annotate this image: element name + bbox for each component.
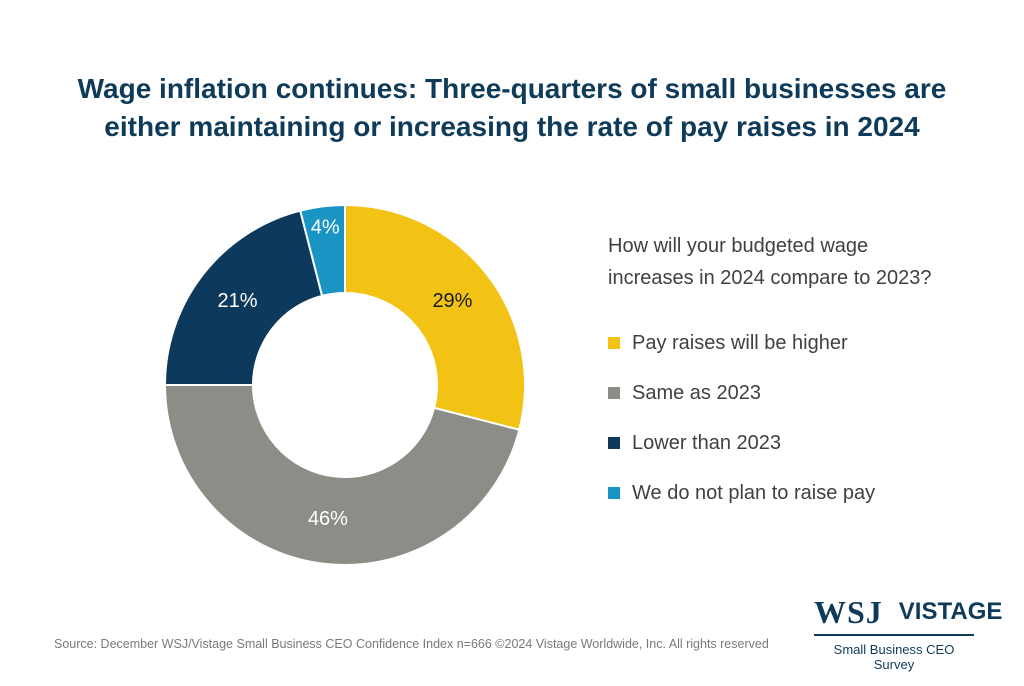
legend-label: Pay raises will be higher [632,331,848,354]
donut-chart: 29% 46% 21% 4% [163,203,526,566]
chart-legend: How will your budgeted wage increases in… [608,230,1008,518]
legend-swatch [608,387,620,399]
slice-we-do-not-plan-to-raise-pay [299,203,346,298]
legend-item-we-do-not-plan-to-raise-pay: We do not plan to raise pay [608,468,1008,518]
chart-title-line-1: Wage inflation continues: Three-quarters… [77,73,947,104]
chart-title-line-2: either maintaining or increasing the rat… [104,111,920,142]
legend-label: Same as 2023 [632,381,761,404]
slice-label-same-as-2023: 46% [308,508,348,530]
survey-question: How will your budgeted wage increases in… [608,230,1008,294]
legend-swatch [608,487,620,499]
slice-label-pay-raises-will-be-higher: 29% [432,290,472,312]
legend-label: We do not plan to raise pay [632,481,876,504]
logo-wsj-text: WSJ [814,593,883,630]
legend-item-pay-raises-will-be-higher: Pay raises will be higher [608,318,1008,368]
legend-item-lower-than-2023: Lower than 2023 [608,418,1008,468]
wsj-vistage-logo: WSJ VISTAGE Small Business CEO Survey [814,592,1002,672]
slice-lower-than-2023 [163,209,324,386]
chart-title: Wage inflation continues: Three-quarters… [40,70,984,146]
slice-pay-raises-will-be-higher [344,203,526,431]
legend-item-same-as-2023: Same as 2023 [608,368,1008,418]
legend-label: Lower than 2023 [632,431,782,454]
logo-vistage-text: VISTAGE [898,598,1003,625]
survey-question-line-2: increases in 2024 compare to 2023? [608,267,932,289]
slice-same-as-2023 [163,384,521,566]
logo-rule [814,634,974,636]
slice-label-we-do-not-plan-to-raise-pay: 4% [311,217,340,239]
legend-swatch [608,337,620,349]
logo-subtitle: Small Business CEO Survey [833,641,955,672]
legend-swatch [608,437,620,449]
slice-label-lower-than-2023: 21% [218,290,258,312]
survey-question-line-1: How will your budgeted wage [608,235,869,257]
logo-wordmark: WSJ VISTAGE [814,592,1002,632]
legend-list: Pay raises will be higher Same as 2023 Low… [608,318,1008,518]
source-note: Source: December WSJ/Vistage Small Busin… [54,637,769,651]
